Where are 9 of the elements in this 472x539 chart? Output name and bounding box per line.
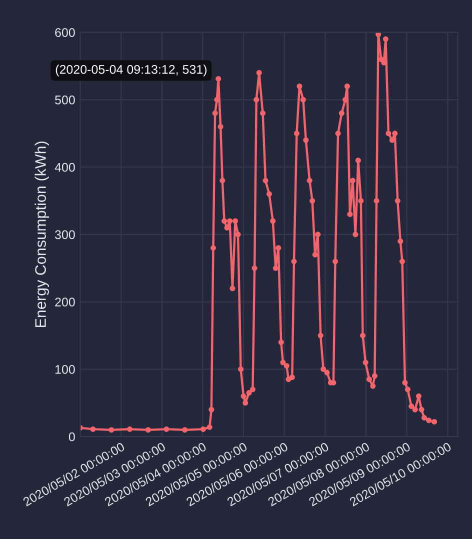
y-tick-label: 400 [54, 162, 75, 172]
y-tick-label: 300 [55, 230, 75, 240]
y-tick-label: 0 [68, 432, 75, 442]
y-tick-label: 600 [55, 28, 75, 37]
y-tick-label: 500 [55, 96, 75, 104]
y-tick-label: 200 [55, 298, 75, 306]
annotation: (2020-05-04 09:13:12, 531) [56, 64, 207, 76]
y-tick-label: 100 [55, 365, 75, 374]
y-axis-title: Energy Consumption (kWh) [34, 142, 49, 328]
